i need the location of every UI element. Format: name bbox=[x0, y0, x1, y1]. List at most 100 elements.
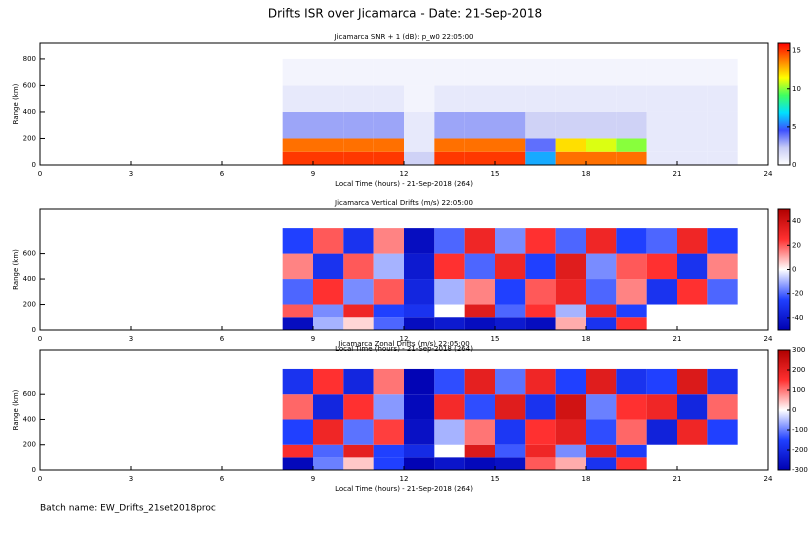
x-tick-label: 15 bbox=[491, 170, 500, 178]
heatmap-cell bbox=[434, 394, 465, 420]
heatmap-cell bbox=[495, 138, 526, 152]
heatmap-cell bbox=[373, 279, 404, 305]
heatmap-cell bbox=[343, 85, 374, 112]
heatmap-cell bbox=[495, 85, 526, 112]
heatmap-cell bbox=[616, 85, 647, 112]
heatmap-cell bbox=[646, 253, 677, 280]
heatmap-cell bbox=[586, 253, 617, 280]
heatmap-cell bbox=[616, 111, 647, 139]
heatmap-cell bbox=[404, 368, 435, 395]
heatmap-cell bbox=[373, 111, 404, 139]
heatmap-cell bbox=[373, 444, 404, 458]
heatmap-cell bbox=[282, 457, 313, 470]
heatmap-cell bbox=[616, 419, 647, 445]
heatmap-cell bbox=[495, 58, 526, 86]
heatmap-cell bbox=[555, 304, 586, 318]
heatmap-cell bbox=[373, 368, 404, 395]
x-tick-label: 15 bbox=[491, 475, 500, 483]
heatmap-cell bbox=[434, 368, 465, 395]
heatmap-cell bbox=[646, 419, 677, 445]
heatmap-cell bbox=[282, 138, 313, 152]
heatmap-cell bbox=[586, 304, 617, 318]
x-tick-label: 9 bbox=[311, 475, 315, 483]
heatmap-cell bbox=[646, 228, 677, 254]
y-tick-label: 200 bbox=[23, 134, 36, 142]
heatmap-cell bbox=[495, 457, 526, 470]
x-tick-label: 21 bbox=[673, 335, 682, 343]
heatmap-cell bbox=[616, 457, 647, 470]
heatmap-cell bbox=[404, 58, 435, 86]
heatmap-cell bbox=[282, 85, 313, 112]
heatmap-cell bbox=[616, 444, 647, 458]
heatmap-cell bbox=[434, 279, 465, 305]
heatmap-cell bbox=[404, 444, 435, 458]
heatmap-cell bbox=[616, 253, 647, 280]
y-tick-label: 0 bbox=[32, 161, 36, 169]
heatmap-cell bbox=[373, 58, 404, 86]
heatmap-cell bbox=[373, 151, 404, 165]
heatmap-cell bbox=[525, 444, 556, 458]
heatmap-cell bbox=[495, 253, 526, 280]
heatmap-cell bbox=[343, 111, 374, 139]
heatmap-cell bbox=[616, 368, 647, 395]
heatmap-cell bbox=[495, 151, 526, 165]
heatmap-cell bbox=[434, 58, 465, 86]
colorbar-tick-label: -100 bbox=[792, 426, 808, 434]
x-tick-label: 3 bbox=[129, 475, 133, 483]
heatmap-cell bbox=[464, 394, 495, 420]
colorbar-tick-label: 0 bbox=[792, 161, 796, 169]
x-tick-label: 3 bbox=[129, 170, 133, 178]
batch-name: Batch name: EW_Drifts_21set2018proc bbox=[40, 504, 216, 514]
heatmap-cell bbox=[586, 368, 617, 395]
colorbar-tick-label: 100 bbox=[792, 386, 805, 394]
heatmap-cell bbox=[677, 279, 708, 305]
colorbar-tick-label: 200 bbox=[792, 366, 805, 374]
heatmap-cell bbox=[707, 228, 738, 254]
heatmap-cell bbox=[282, 419, 313, 445]
x-tick-label: 21 bbox=[673, 170, 682, 178]
heatmap-cell bbox=[525, 151, 556, 165]
heatmap-cell bbox=[404, 253, 435, 280]
heatmap-cell bbox=[343, 279, 374, 305]
heatmap-cell bbox=[282, 228, 313, 254]
heatmap-cell bbox=[464, 368, 495, 395]
heatmap-cell bbox=[464, 111, 495, 139]
y-tick-label: 600 bbox=[23, 250, 36, 258]
x-tick-label: 24 bbox=[764, 475, 773, 483]
heatmap-cell bbox=[616, 304, 647, 318]
heatmap-cell bbox=[495, 228, 526, 254]
heatmap-cell bbox=[434, 317, 465, 330]
heatmap-cell bbox=[555, 85, 586, 112]
heatmap-cell bbox=[373, 253, 404, 280]
heatmap-cell bbox=[282, 151, 313, 165]
heatmap-cell bbox=[495, 444, 526, 458]
heatmap-cell bbox=[525, 419, 556, 445]
x-tick-label: 12 bbox=[400, 170, 409, 178]
heatmap-cell bbox=[677, 85, 708, 112]
heatmap-cell bbox=[313, 317, 344, 330]
heatmap-cell bbox=[586, 444, 617, 458]
heatmap-cell bbox=[677, 368, 708, 395]
panel-title: Jicamarca Zonal Drifts (m/s) 22:05:00 bbox=[337, 340, 469, 348]
x-tick-label: 18 bbox=[582, 335, 591, 343]
heatmap-cell bbox=[343, 368, 374, 395]
heatmap-cell bbox=[313, 228, 344, 254]
y-tick-label: 600 bbox=[23, 81, 36, 89]
heatmap-cell bbox=[707, 253, 738, 280]
heatmap-cell bbox=[616, 394, 647, 420]
heatmap-cell bbox=[586, 111, 617, 139]
heatmap-cell bbox=[282, 279, 313, 305]
y-tick-label: 400 bbox=[23, 415, 36, 423]
y-tick-label: 0 bbox=[32, 326, 36, 334]
heatmap-cell bbox=[404, 138, 435, 152]
heatmap-cell bbox=[464, 444, 495, 458]
heatmap-cell bbox=[495, 111, 526, 139]
heatmap-cell bbox=[677, 419, 708, 445]
heatmap-cell bbox=[646, 279, 677, 305]
heatmap-cell bbox=[495, 304, 526, 318]
x-tick-label: 3 bbox=[129, 335, 133, 343]
heatmap-cell bbox=[434, 457, 465, 470]
heatmap-cell bbox=[555, 317, 586, 330]
heatmap-cell bbox=[555, 58, 586, 86]
panel-title: Jicamarca Vertical Drifts (m/s) 22:05:00 bbox=[334, 199, 473, 207]
